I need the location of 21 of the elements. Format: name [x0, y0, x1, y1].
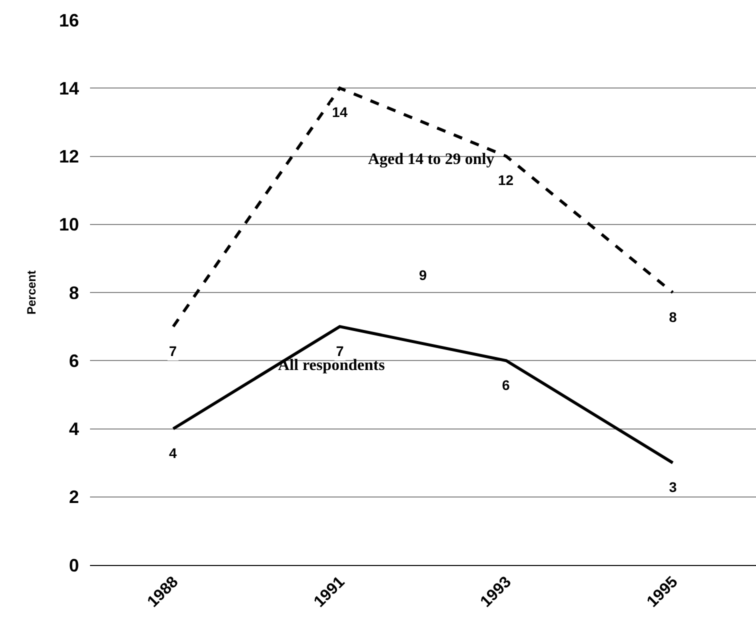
data-label: 3: [669, 479, 677, 495]
data-label: 8: [669, 309, 677, 325]
y-tick-label: 2: [68, 487, 79, 508]
data-label: 12: [498, 172, 514, 188]
line-series: [172, 86, 674, 328]
y-tick-label: 0: [68, 555, 79, 576]
data-label: 14: [332, 104, 348, 120]
y-tick-label: 14: [58, 78, 79, 98]
y-tick-label: 12: [58, 146, 79, 167]
data-label: 6: [502, 377, 510, 393]
data-label: 7: [336, 343, 344, 359]
data-label: 4: [169, 445, 177, 461]
y-tick-label: 8: [68, 282, 79, 303]
y-axis-title: Percent: [24, 270, 38, 315]
y-tick-label: 16: [58, 10, 79, 30]
y-tick-label: 4: [68, 419, 79, 440]
data-label: 7: [169, 343, 177, 359]
y-tick-label: 10: [58, 214, 79, 235]
series-label: Aged 14 to 29 only: [368, 151, 494, 168]
y-tick-label: 6: [68, 350, 79, 371]
annotation: 9: [419, 267, 427, 283]
